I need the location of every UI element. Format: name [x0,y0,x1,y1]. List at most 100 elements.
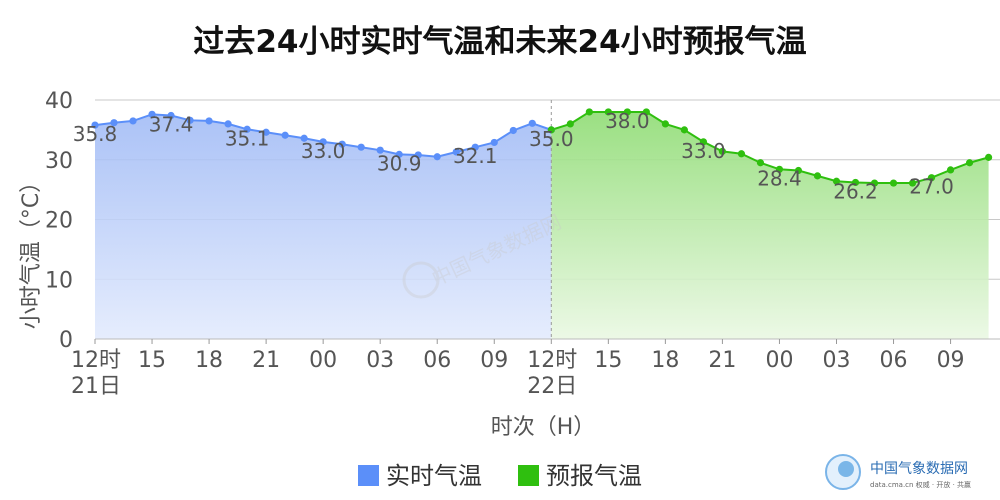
data-label: 32.1 [453,144,498,168]
data-point [680,126,688,134]
x-tick-label: 15 [594,348,622,373]
x-tick-label: 21 [708,348,736,373]
data-point [243,125,251,133]
data-point [642,108,650,116]
x-tick-label: 18 [651,348,679,373]
cma-logo-name: 中国气象数据网 [870,461,968,477]
data-point [718,147,727,155]
x-tick-label: 06 [423,348,451,373]
data-label: 26.2 [833,179,878,203]
data-point [851,178,860,187]
x-tick-label: 18 [195,348,223,373]
data-point [509,126,517,135]
x-tick-sublabel: 21日 [71,374,121,399]
series-area [551,111,989,339]
data-label: 28.4 [757,166,802,190]
y-tick-label: 40 [45,89,73,114]
data-point [870,179,879,187]
data-point [186,116,194,124]
data-point [984,153,993,161]
y-tick-label: 20 [45,209,73,234]
y-tick-label: 10 [45,268,73,293]
data-point [433,153,441,161]
cma-data-logo: 中国气象数据网 data.cma.cn 权威 · 开放 · 共赢 [825,454,971,490]
y-tick-label: 30 [45,149,73,174]
data-point [965,159,974,167]
data-point [262,128,270,136]
y-axis: 0 10 20 30 40 [45,89,73,353]
data-point [889,179,898,187]
data-point [471,143,479,151]
data-point [908,179,917,187]
legend: 实时气温 预报气温 [358,462,642,490]
x-tick-label: 12时 [527,348,577,373]
data-point [205,117,213,125]
legend-swatch [358,465,379,486]
x-tick-label: 21 [252,348,280,373]
data-point [129,117,137,125]
x-tick-label: 12时 [71,348,121,373]
data-label: 33.0 [681,139,726,163]
data-label: 33.0 [301,139,346,163]
data-point [566,120,574,128]
series-area [95,114,552,339]
data-point [91,121,99,129]
data-point [300,134,308,142]
x-tick-label: 00 [765,348,793,373]
data-point [775,165,784,173]
cma-logo-sub: data.cma.cn 权威 · 开放 · 共赢 [870,480,971,489]
data-point [661,120,669,128]
data-point [167,111,175,120]
legend-swatch [518,465,539,486]
data-point [357,143,365,151]
x-tick-label: 03 [822,348,850,373]
data-point [319,138,327,146]
data-point [699,138,708,146]
data-point [794,166,803,175]
data-point [338,140,346,148]
data-label: 35.0 [529,127,574,151]
data-point [395,150,403,158]
legend-label: 实时气温 [386,462,482,490]
data-label: 35.8 [73,122,118,146]
y-tick-label: 0 [59,328,73,353]
data-label: 37.4 [149,113,194,137]
x-tick-label: 00 [309,348,337,373]
series-areas [95,111,989,339]
x-tick-sublabel: 22日 [527,374,577,399]
data-point [547,126,555,134]
data-point [585,108,593,116]
data-point [224,120,232,128]
watermark-logo-icon [402,261,440,299]
x-tick-label: 09 [480,348,508,373]
data-label: 27.0 [909,175,954,199]
data-label: 35.1 [225,126,270,150]
cma-logo-icon-core [838,461,854,477]
data-point [737,150,746,158]
data-label: 38.0 [605,109,650,133]
data-point [452,148,460,156]
series-points [91,108,993,187]
data-point [110,119,118,127]
data-point [927,174,936,182]
x-tick-label: 06 [880,348,908,373]
data-point [281,131,289,139]
data-point [604,108,612,116]
x-tick-label: 09 [937,348,965,373]
data-point [414,151,422,159]
x-tick-label: 15 [138,348,166,373]
data-point [813,172,822,180]
data-label: 30.9 [377,151,422,175]
x-axis-label: 时次（H） [491,415,596,440]
x-tick-label: 03 [366,348,394,373]
data-point [832,177,841,185]
data-point [148,110,156,118]
data-point [756,159,765,167]
legend-label: 预报气温 [546,462,642,490]
data-point [490,138,498,147]
data-point [623,108,631,116]
data-point [376,146,384,154]
y-axis-label: 小时气温（°C） [19,171,44,329]
